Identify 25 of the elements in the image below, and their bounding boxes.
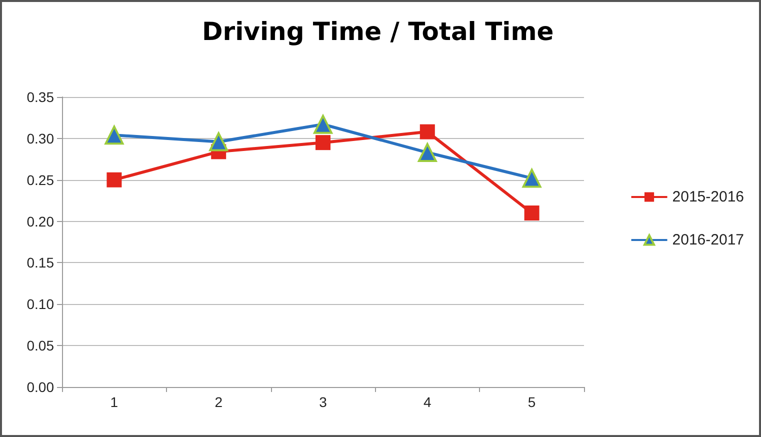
point bbox=[314, 114, 332, 134]
y-tick-label: 0.25 bbox=[26, 172, 54, 188]
x-tick-label: 1 bbox=[110, 394, 118, 410]
x-tick-label: 3 bbox=[319, 394, 328, 410]
y-tick-label: 0.35 bbox=[26, 89, 54, 105]
y-tick-label: 0.15 bbox=[26, 254, 54, 271]
legend-label: 2015-2016 bbox=[672, 188, 744, 206]
point bbox=[420, 124, 435, 140]
x-tick-label: 2 bbox=[214, 394, 223, 410]
point bbox=[524, 206, 540, 220]
legend-label: 2016-2017 bbox=[672, 232, 744, 248]
y-tick-label: 0.00 bbox=[26, 379, 54, 395]
y-tick-label: 0.05 bbox=[26, 338, 54, 354]
point bbox=[522, 168, 542, 188]
point bbox=[104, 126, 124, 145]
point bbox=[316, 135, 330, 150]
point bbox=[418, 143, 437, 162]
point bbox=[209, 132, 228, 152]
chart-title: Driving Time / Total Time bbox=[202, 17, 554, 46]
y-tick-label: 0.10 bbox=[26, 296, 54, 312]
x-tick-label: 4 bbox=[424, 394, 432, 410]
y-tick-label: 0.30 bbox=[26, 130, 54, 146]
x-tick-label: 5 bbox=[528, 394, 536, 410]
point bbox=[106, 172, 122, 188]
y-tick-label: 0.20 bbox=[26, 213, 54, 230]
